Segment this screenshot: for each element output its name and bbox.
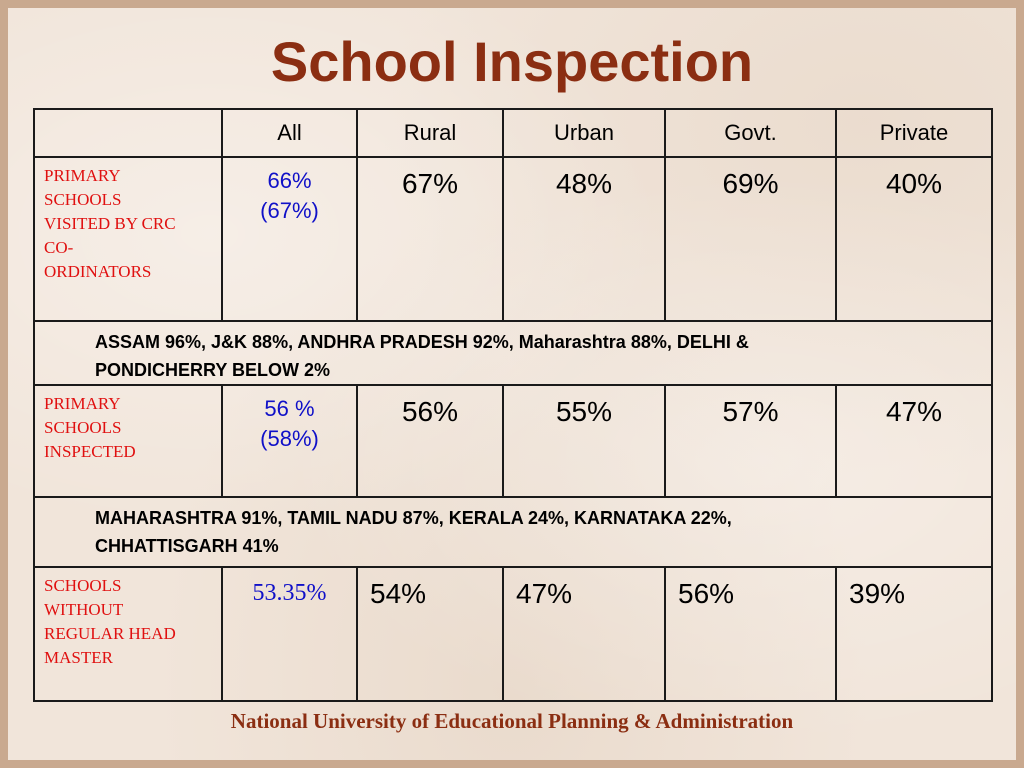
- cell-private-crc-visited: 40%: [835, 156, 993, 322]
- page-title: School Inspection: [270, 30, 754, 93]
- cell-private-inspected: 47%: [835, 384, 993, 498]
- note-row-1: ASSAM 96%, J&K 88%, ANDHRA PRADESH 92%, …: [33, 320, 993, 386]
- all-value-secondary: (67%): [260, 198, 319, 223]
- note-line: ASSAM 96%, J&K 88%, ANDHRA PRADESH 92%, …: [95, 332, 749, 352]
- cell-private-no-headmaster: 39%: [835, 566, 993, 702]
- cell-govt-inspected: 57%: [664, 384, 837, 498]
- row-label-line: INSPECTED: [44, 442, 136, 461]
- row-label-line: VISITED BY CRC: [44, 214, 176, 233]
- row-label-no-headmaster: SCHOOLS WITHOUT REGULAR HEAD MASTER: [33, 566, 223, 702]
- header-rural: Rural: [356, 108, 504, 158]
- row-label-line: SCHOOLS: [44, 190, 122, 209]
- all-value: 56 %: [264, 396, 315, 421]
- state-note-inspected: MAHARASHTRA 91%, TAMIL NADU 87%, KERALA …: [33, 496, 993, 568]
- row-label-line: REGULAR HEAD: [44, 624, 176, 643]
- row-label-crc-visited: PRIMARY SCHOOLS VISITED BY CRC CO- ORDIN…: [33, 156, 223, 322]
- table-row-no-headmaster: SCHOOLS WITHOUT REGULAR HEAD MASTER 53.3…: [33, 566, 993, 702]
- row-label-line: PRIMARY: [44, 166, 121, 185]
- cell-rural-crc-visited: 67%: [356, 156, 504, 322]
- header-govt: Govt.: [664, 108, 837, 158]
- row-label-line: CO-: [44, 238, 74, 257]
- inspection-table: All Rural Urban Govt. Private PRIMARY SC…: [33, 108, 993, 702]
- cell-all-crc-visited: 66% (67%): [221, 156, 358, 322]
- table-row-crc-visited: PRIMARY SCHOOLS VISITED BY CRC CO- ORDIN…: [33, 156, 993, 322]
- row-label-line: ORDINATORS: [44, 262, 152, 281]
- header-all: All: [221, 108, 358, 158]
- header-private: Private: [835, 108, 993, 158]
- row-label-line: MASTER: [44, 648, 113, 667]
- cell-rural-inspected: 56%: [356, 384, 504, 498]
- cell-govt-no-headmaster: 56%: [664, 566, 837, 702]
- cell-urban-inspected: 55%: [502, 384, 666, 498]
- header-empty: [33, 108, 223, 158]
- row-label-line: SCHOOLS: [44, 418, 122, 437]
- all-value: 66%: [267, 168, 312, 193]
- note-line: MAHARASHTRA 91%, TAMIL NADU 87%, KERALA …: [95, 508, 732, 528]
- footer-institution: National University of Educational Plann…: [230, 709, 794, 733]
- row-label-line: PRIMARY: [44, 394, 121, 413]
- cell-all-inspected: 56 % (58%): [221, 384, 358, 498]
- header-urban: Urban: [502, 108, 666, 158]
- row-label-line: WITHOUT: [44, 600, 124, 619]
- all-value: 53.35%: [252, 580, 327, 606]
- row-label-inspected: PRIMARY SCHOOLS INSPECTED: [33, 384, 223, 498]
- note-row-2: MAHARASHTRA 91%, TAMIL NADU 87%, KERALA …: [33, 496, 993, 568]
- table-row-inspected: PRIMARY SCHOOLS INSPECTED 56 % (58%) 56%…: [33, 384, 993, 498]
- note-line: CHHATTISGARH 41%: [95, 536, 279, 556]
- cell-urban-no-headmaster: 47%: [502, 566, 666, 702]
- cell-urban-crc-visited: 48%: [502, 156, 666, 322]
- cell-govt-crc-visited: 69%: [664, 156, 837, 322]
- cell-all-no-headmaster: 53.35%: [221, 566, 358, 702]
- state-note-visited: ASSAM 96%, J&K 88%, ANDHRA PRADESH 92%, …: [33, 320, 993, 386]
- row-label-line: SCHOOLS: [44, 576, 122, 595]
- header-row: All Rural Urban Govt. Private: [33, 108, 993, 158]
- note-line: PONDICHERRY BELOW 2%: [95, 360, 331, 380]
- all-value-secondary: (58%): [260, 426, 319, 451]
- cell-rural-no-headmaster: 54%: [356, 566, 504, 702]
